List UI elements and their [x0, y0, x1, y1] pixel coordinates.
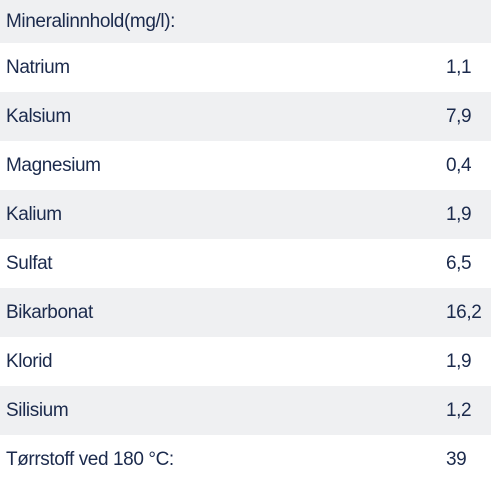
table-row: Sulfat 6,5 — [0, 239, 491, 288]
mineral-name: Tørrstoff ved 180 °C: — [6, 448, 174, 470]
mineral-name: Natrium — [6, 56, 70, 78]
mineral-value: 1,9 — [446, 350, 472, 372]
mineral-name: Sulfat — [6, 252, 53, 274]
mineral-value: 39 — [446, 448, 467, 470]
table-row: Natrium 1,1 — [0, 43, 491, 92]
mineral-value: 16,2 — [446, 301, 482, 323]
mineral-value: 6,5 — [446, 252, 472, 274]
mineral-value: 1,2 — [446, 399, 472, 421]
table-row: Silisium 1,2 — [0, 386, 491, 435]
table-row: Kalsium 7,9 — [0, 92, 491, 141]
table-row: Tørrstoff ved 180 °C: 39 — [0, 435, 491, 480]
table-row: Kalium 1,9 — [0, 190, 491, 239]
table-header: Mineralinnhold(mg/l): — [0, 0, 491, 43]
mineral-name: Kalsium — [6, 105, 71, 127]
mineral-value: 1,1 — [446, 56, 472, 78]
mineral-value: 0,4 — [446, 154, 472, 176]
table-row: Magnesium 0,4 — [0, 141, 491, 190]
mineral-value: 7,9 — [446, 105, 472, 127]
table-title: Mineralinnhold(mg/l): — [6, 10, 176, 32]
mineral-value: 1,9 — [446, 203, 472, 225]
mineral-name: Bikarbonat — [6, 301, 93, 323]
table-row: Bikarbonat 16,2 — [0, 288, 491, 337]
mineral-name: Kalium — [6, 203, 62, 225]
mineral-name: Magnesium — [6, 154, 101, 176]
mineral-name: Klorid — [6, 350, 53, 372]
table-row: Klorid 1,9 — [0, 337, 491, 386]
mineral-name: Silisium — [6, 399, 69, 421]
